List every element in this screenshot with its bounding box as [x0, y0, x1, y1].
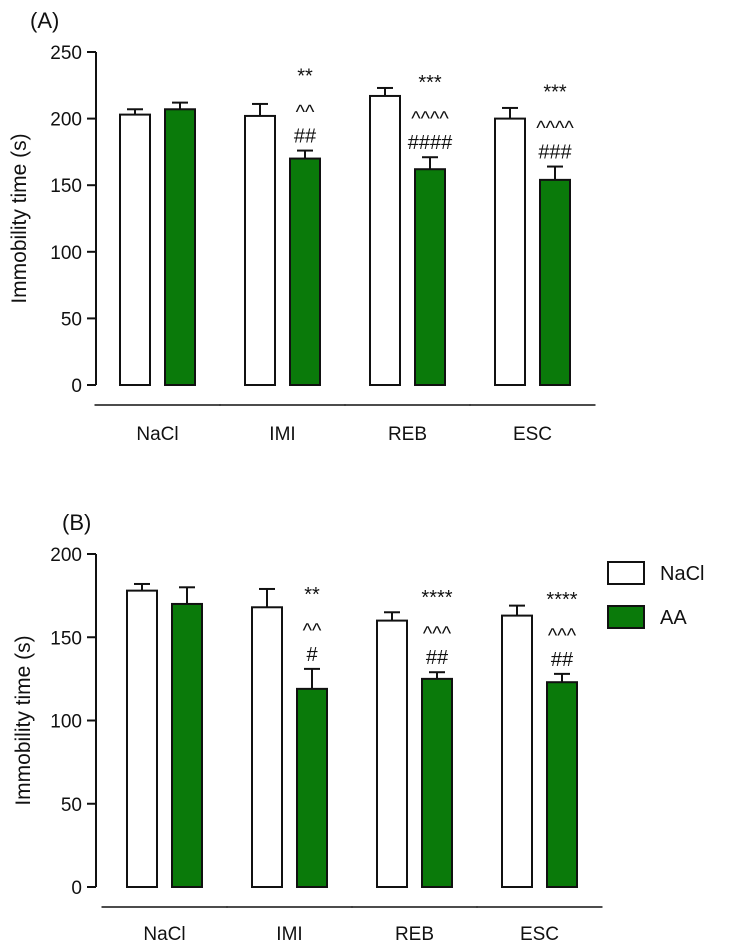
- panel-b-group-label-esc: ESC: [520, 924, 559, 944]
- panel-a-significance-esc: ^^^^: [536, 118, 574, 140]
- panel-b-group-label-imi: IMI: [276, 924, 302, 944]
- panel-a-significance-reb: ####: [408, 132, 453, 154]
- panel-b-bar-aa-imi: [296, 687, 328, 888]
- panel-a-label: (A): [30, 8, 59, 33]
- panel-b-bar-aa-esc: [546, 681, 578, 889]
- panel-b-significance-imi: ^^: [303, 620, 322, 642]
- panel-b-y-tick-label: 50: [61, 795, 82, 816]
- panel-a-group-label-reb: REB: [388, 424, 427, 445]
- panel-a-bar-nacl-imi: [244, 114, 276, 386]
- panel-a-bar-nacl-nacl: [119, 113, 151, 386]
- panel-a-significance-esc: ***: [543, 82, 567, 104]
- panel-b-significance-esc: ****: [546, 589, 577, 611]
- panel-a-significance-reb: ***: [418, 72, 442, 94]
- panel-b-label: (B): [62, 510, 91, 535]
- panel-a-bar-aa-esc: [539, 178, 571, 386]
- panel-b-y-tick-label: 200: [50, 545, 82, 566]
- panel-a-significance-imi: **: [297, 66, 313, 88]
- panel-a-bar-aa-reb: [414, 168, 446, 386]
- panel-b-group-label-reb: REB: [395, 924, 434, 944]
- panel-a-significance-imi: ^^: [296, 102, 315, 124]
- panel-a-group-label-imi: IMI: [269, 424, 295, 445]
- legend-swatch-aa: [607, 605, 645, 629]
- panel-b-y-tick-label: 0: [71, 878, 82, 899]
- panel-b-y-axis-title: Immobility time (s): [12, 635, 35, 805]
- panel-b-significance-reb: ****: [421, 587, 452, 609]
- panel-a-bar-aa-imi: [289, 157, 321, 386]
- panel-a-significance-esc: ###: [538, 142, 572, 164]
- panel-a-group-label-nacl: NaCl: [136, 424, 178, 445]
- panel-b-bar-nacl-imi: [251, 606, 283, 889]
- panel-b-significance-reb: ##: [426, 647, 449, 669]
- panel-b-bar-nacl-esc: [501, 614, 533, 888]
- panel-a-significance-reb: ^^^^: [411, 108, 449, 130]
- panel-a-y-tick-label: 100: [50, 243, 82, 264]
- panel-a-y-tick-label: 150: [50, 176, 82, 197]
- panel-a-significance-imi: ##: [294, 126, 317, 148]
- panel-b-significance-esc: ^^^: [548, 625, 577, 647]
- panel-b-y-tick-label: 150: [50, 628, 82, 649]
- panel-a-y-tick-label: 200: [50, 110, 82, 131]
- panel-b-bar-nacl-nacl: [126, 589, 158, 888]
- panel-b-significance-imi: **: [304, 584, 320, 606]
- panel-b-bar-nacl-reb: [376, 619, 408, 888]
- panel-b-significance-imi: #: [306, 644, 318, 666]
- panel-a-y-tick-label: 250: [50, 43, 82, 64]
- panel-b-significance-esc: ##: [551, 649, 574, 671]
- panel-b-significance-reb: ^^^: [423, 623, 452, 645]
- panel-a-bar-aa-nacl: [164, 108, 196, 386]
- panel-a-bar-nacl-reb: [369, 94, 401, 387]
- panel-a-y-axis-title: Immobility time (s): [8, 133, 31, 303]
- panel-b-bar-aa-reb: [421, 677, 453, 888]
- panel-a-bar-nacl-esc: [494, 117, 526, 386]
- panel-b-bar-aa-nacl: [171, 602, 203, 888]
- legend-swatch-nacl: [607, 561, 645, 585]
- panel-a-group-label-esc: ESC: [513, 424, 552, 445]
- legend-label-nacl: NaCl: [660, 563, 704, 585]
- panel-b-y-tick-label: 100: [50, 712, 82, 733]
- panel-a-y-tick-label: 0: [71, 376, 82, 397]
- legend-label-aa: AA: [660, 607, 687, 629]
- panel-a-y-tick-label: 50: [61, 309, 82, 330]
- panel-b-group-label-nacl: NaCl: [143, 924, 185, 944]
